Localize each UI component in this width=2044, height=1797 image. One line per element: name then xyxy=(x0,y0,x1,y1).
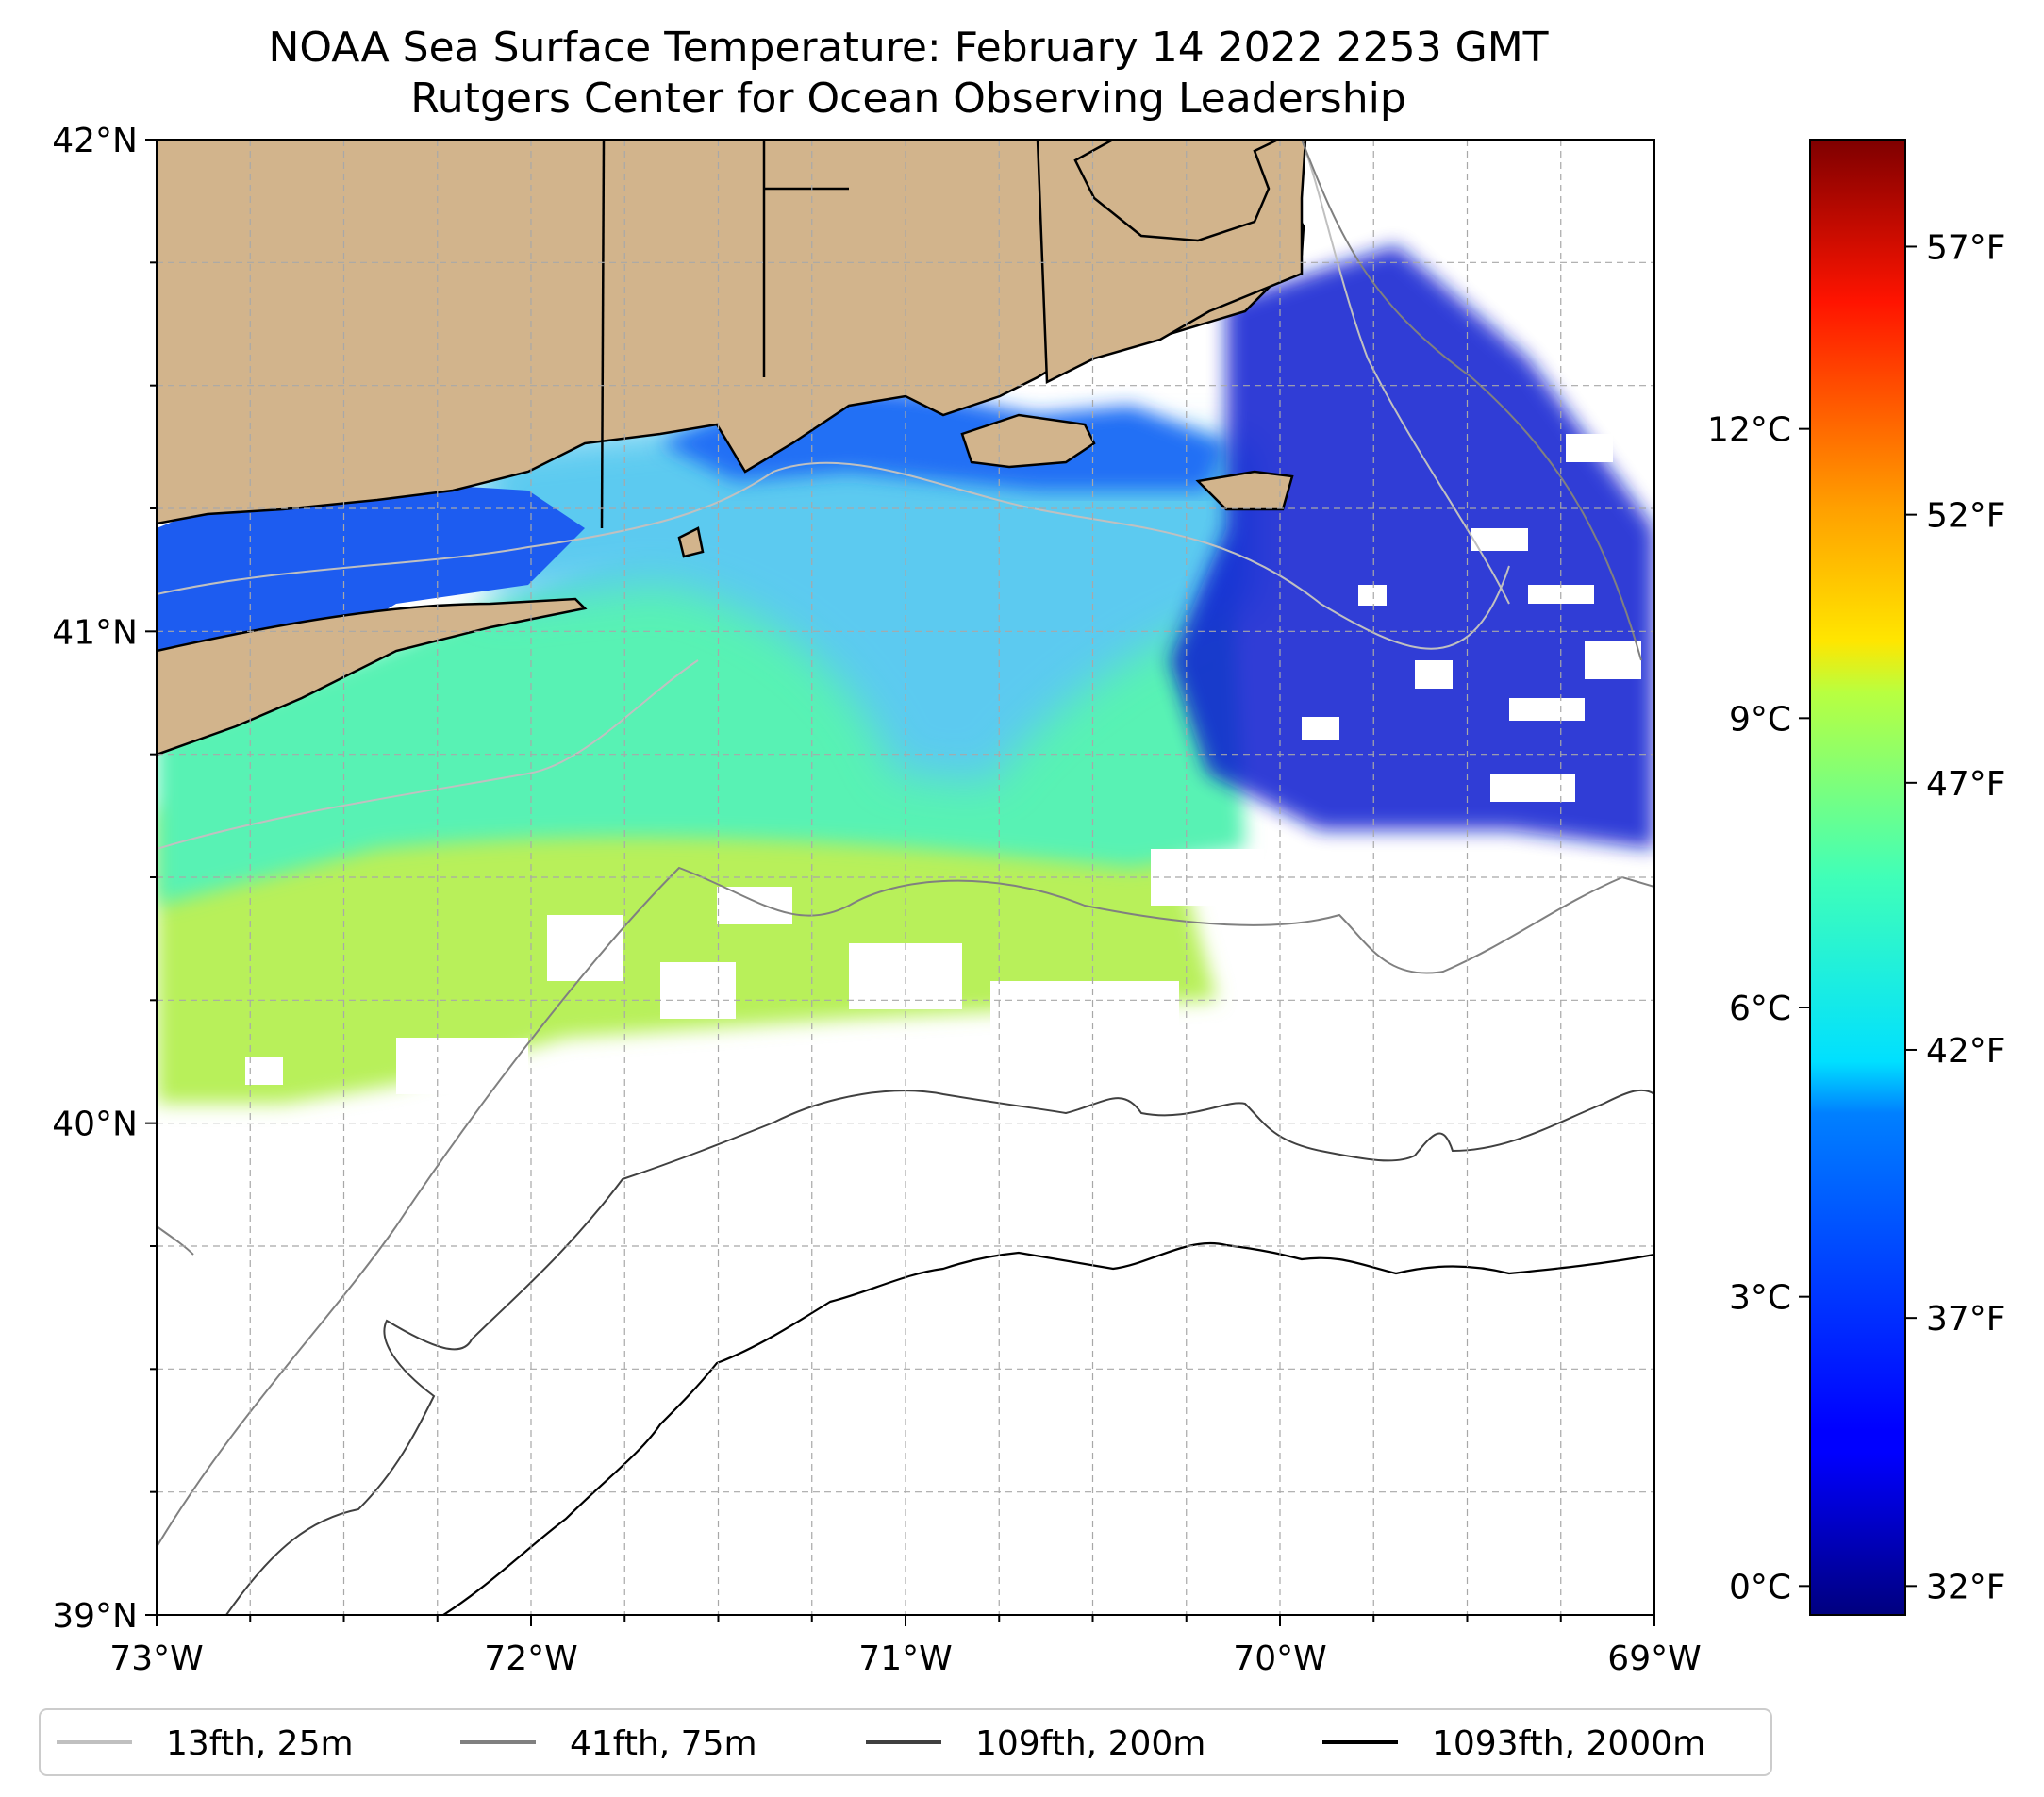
colorbar-fahrenheit-label: 52°F xyxy=(1926,497,2006,536)
colorbar xyxy=(1810,140,1905,1615)
x-tick-label: 69°W xyxy=(1607,1639,1701,1678)
colorbar-fahrenheit-label: 37°F xyxy=(1926,1300,2006,1339)
chart-subtitle: Rutgers Center for Ocean Observing Leade… xyxy=(410,75,1406,123)
legend-label: 41fth, 75m xyxy=(570,1724,757,1763)
colorbar-fahrenheit-label: 57°F xyxy=(1926,228,2006,267)
map-area xyxy=(157,140,1654,1615)
x-tick-label: 72°W xyxy=(484,1639,577,1678)
state-borders xyxy=(600,140,849,529)
y-tick-label: 41°N xyxy=(52,613,138,652)
colorbar-frame xyxy=(1809,139,1906,1616)
sst-field xyxy=(157,151,1654,1104)
legend-label: 109fth, 200m xyxy=(975,1724,1205,1763)
colorbar-celsius-label: 0°C xyxy=(1729,1568,1791,1606)
colorbar-celsius-label: 3°C xyxy=(1729,1279,1791,1318)
map-axis-labels: 73°W 72°W 71°W 70°W 69°W 42°N 41°N 40°N 39°N xyxy=(52,122,1701,1678)
colorbar-celsius-label: 9°C xyxy=(1729,700,1791,739)
x-tick-label: 71°W xyxy=(858,1639,952,1678)
y-tick-label: 42°N xyxy=(52,122,138,160)
chart-title: NOAA Sea Surface Temperature: February 1… xyxy=(268,24,1549,72)
legend-label: 1093fth, 2000m xyxy=(1432,1724,1705,1763)
colorbar-fahrenheit-label: 32°F xyxy=(1926,1568,2006,1606)
x-tick-label: 73°W xyxy=(109,1639,203,1678)
isobaths xyxy=(157,140,1654,1615)
legend-label: 13fth, 25m xyxy=(166,1724,354,1763)
map-grid xyxy=(157,140,1654,1615)
colorbar-celsius-label: 12°C xyxy=(1707,411,1791,450)
colorbar-labels: 0°C 3°C 6°C 9°C 12°C 32°F 37°F 42°F 47°F 52°F 57°F xyxy=(1707,228,2005,1606)
legend: 13fth, 25m 41fth, 75m 109fth, 200m 1093fth,… xyxy=(39,1708,1772,1776)
colorbar-celsius-label: 6°C xyxy=(1729,990,1791,1028)
colorbar-fahrenheit-label: 42°F xyxy=(1926,1032,2006,1071)
map-axis-ticks xyxy=(145,139,1655,1626)
y-tick-label: 40°N xyxy=(52,1106,138,1144)
y-tick-label: 39°N xyxy=(52,1597,138,1636)
colorbar-fahrenheit-label: 47°F xyxy=(1926,765,2006,804)
colorbar-ticks xyxy=(1799,245,1917,1588)
x-tick-label: 70°W xyxy=(1233,1639,1326,1678)
